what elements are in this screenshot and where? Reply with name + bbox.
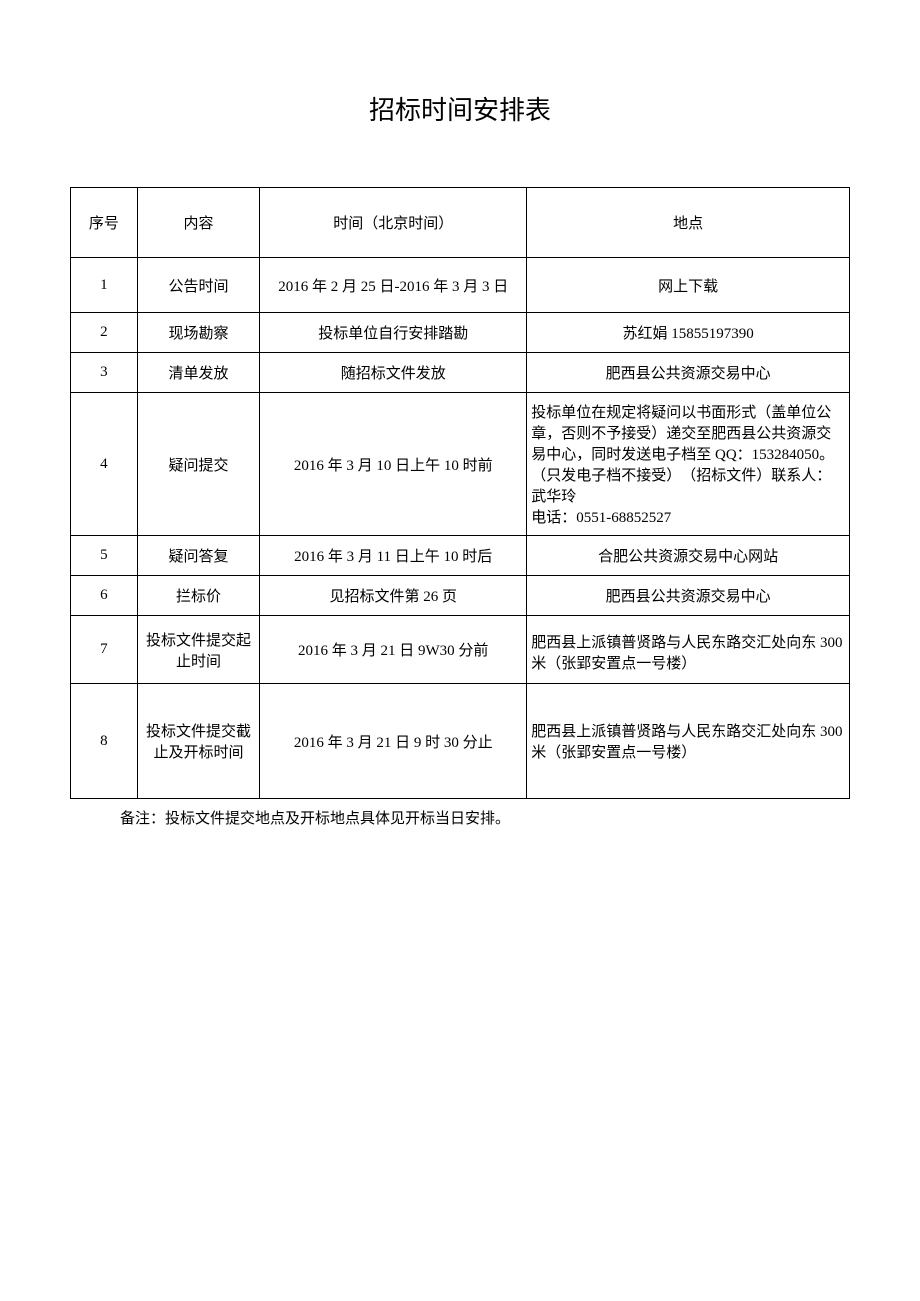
schedule-table: 序号 内容 时间（北京时间） 地点 1 公告时间 2016 年 2 月 25 日…: [70, 187, 850, 799]
cell-time: 随招标文件发放: [260, 353, 527, 393]
table-row: 8 投标文件提交截止及开标时间 2016 年 3 月 21 日 9 时 30 分…: [71, 684, 850, 799]
cell-index: 7: [71, 616, 138, 684]
cell-index: 2: [71, 313, 138, 353]
page-title: 招标时间安排表: [70, 90, 850, 127]
cell-index: 8: [71, 684, 138, 799]
header-content: 内容: [137, 188, 259, 258]
cell-time: 投标单位自行安排踏勘: [260, 313, 527, 353]
table-row: 5 疑问答复 2016 年 3 月 11 日上午 10 时后 合肥公共资源交易中…: [71, 536, 850, 576]
cell-time: 2016 年 3 月 11 日上午 10 时后: [260, 536, 527, 576]
cell-time: 见招标文件第 26 页: [260, 576, 527, 616]
cell-content: 投标文件提交截止及开标时间: [137, 684, 259, 799]
cell-content: 清单发放: [137, 353, 259, 393]
cell-content: 拦标价: [137, 576, 259, 616]
cell-time: 2016 年 3 月 10 日上午 10 时前: [260, 393, 527, 536]
cell-index: 3: [71, 353, 138, 393]
table-row: 1 公告时间 2016 年 2 月 25 日-2016 年 3 月 3 日 网上…: [71, 258, 850, 313]
table-row: 2 现场勘察 投标单位自行安排踏勘 苏红娟 15855197390: [71, 313, 850, 353]
cell-location: 肥西县上派镇普贤路与人民东路交汇处向东 300 米（张郢安置点一号楼）: [527, 616, 850, 684]
note-text: 备注：投标文件提交地点及开标地点具体见开标当日安排。: [70, 807, 850, 828]
table-row: 3 清单发放 随招标文件发放 肥西县公共资源交易中心: [71, 353, 850, 393]
cell-content: 现场勘察: [137, 313, 259, 353]
cell-index: 6: [71, 576, 138, 616]
cell-content: 投标文件提交起止时间: [137, 616, 259, 684]
cell-index: 5: [71, 536, 138, 576]
table-row: 6 拦标价 见招标文件第 26 页 肥西县公共资源交易中心: [71, 576, 850, 616]
table-row: 4 疑问提交 2016 年 3 月 10 日上午 10 时前 投标单位在规定将疑…: [71, 393, 850, 536]
cell-index: 1: [71, 258, 138, 313]
cell-location: 肥西县公共资源交易中心: [527, 576, 850, 616]
header-location: 地点: [527, 188, 850, 258]
table-header-row: 序号 内容 时间（北京时间） 地点: [71, 188, 850, 258]
cell-location: 肥西县公共资源交易中心: [527, 353, 850, 393]
cell-time: 2016 年 3 月 21 日 9W30 分前: [260, 616, 527, 684]
cell-content: 疑问答复: [137, 536, 259, 576]
cell-content: 公告时间: [137, 258, 259, 313]
cell-location: 苏红娟 15855197390: [527, 313, 850, 353]
cell-location: 投标单位在规定将疑问以书面形式（盖单位公章，否则不予接受）递交至肥西县公共资源交…: [527, 393, 850, 536]
cell-location: 合肥公共资源交易中心网站: [527, 536, 850, 576]
cell-content: 疑问提交: [137, 393, 259, 536]
cell-time: 2016 年 2 月 25 日-2016 年 3 月 3 日: [260, 258, 527, 313]
cell-index: 4: [71, 393, 138, 536]
table-row: 7 投标文件提交起止时间 2016 年 3 月 21 日 9W30 分前 肥西县…: [71, 616, 850, 684]
cell-location: 肥西县上派镇普贤路与人民东路交汇处向东 300 米（张郢安置点一号楼）: [527, 684, 850, 799]
cell-time: 2016 年 3 月 21 日 9 时 30 分止: [260, 684, 527, 799]
header-index: 序号: [71, 188, 138, 258]
header-time: 时间（北京时间）: [260, 188, 527, 258]
cell-location: 网上下载: [527, 258, 850, 313]
